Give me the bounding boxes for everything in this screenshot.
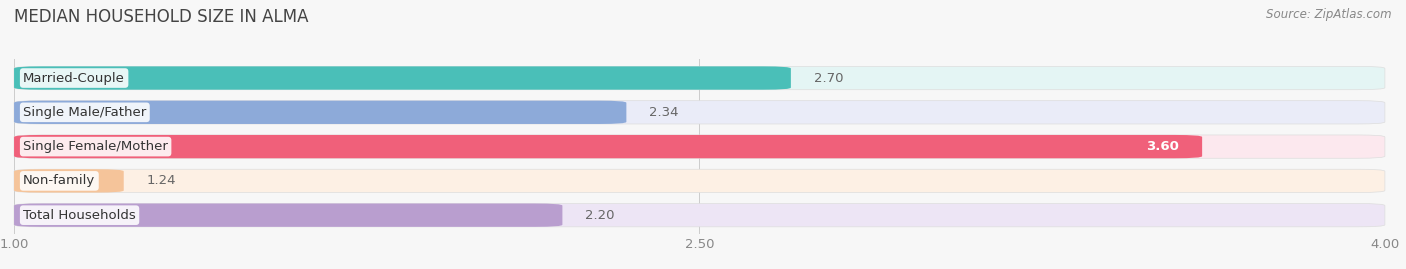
Text: Non-family: Non-family: [24, 174, 96, 187]
Text: Married-Couple: Married-Couple: [24, 72, 125, 84]
Text: Single Female/Mother: Single Female/Mother: [24, 140, 169, 153]
Text: 1.24: 1.24: [146, 174, 176, 187]
Text: 2.20: 2.20: [585, 209, 614, 222]
Text: 2.34: 2.34: [650, 106, 679, 119]
FancyBboxPatch shape: [14, 66, 1385, 90]
Text: Single Male/Father: Single Male/Father: [24, 106, 146, 119]
FancyBboxPatch shape: [14, 204, 562, 227]
FancyBboxPatch shape: [14, 169, 124, 193]
Text: Total Households: Total Households: [24, 209, 136, 222]
FancyBboxPatch shape: [14, 135, 1202, 158]
Text: 3.60: 3.60: [1146, 140, 1180, 153]
FancyBboxPatch shape: [14, 204, 1385, 227]
FancyBboxPatch shape: [14, 101, 1385, 124]
FancyBboxPatch shape: [14, 169, 1385, 193]
FancyBboxPatch shape: [14, 66, 790, 90]
Text: MEDIAN HOUSEHOLD SIZE IN ALMA: MEDIAN HOUSEHOLD SIZE IN ALMA: [14, 8, 308, 26]
Text: Source: ZipAtlas.com: Source: ZipAtlas.com: [1267, 8, 1392, 21]
FancyBboxPatch shape: [14, 135, 1385, 158]
FancyBboxPatch shape: [14, 101, 627, 124]
Text: 2.70: 2.70: [814, 72, 844, 84]
